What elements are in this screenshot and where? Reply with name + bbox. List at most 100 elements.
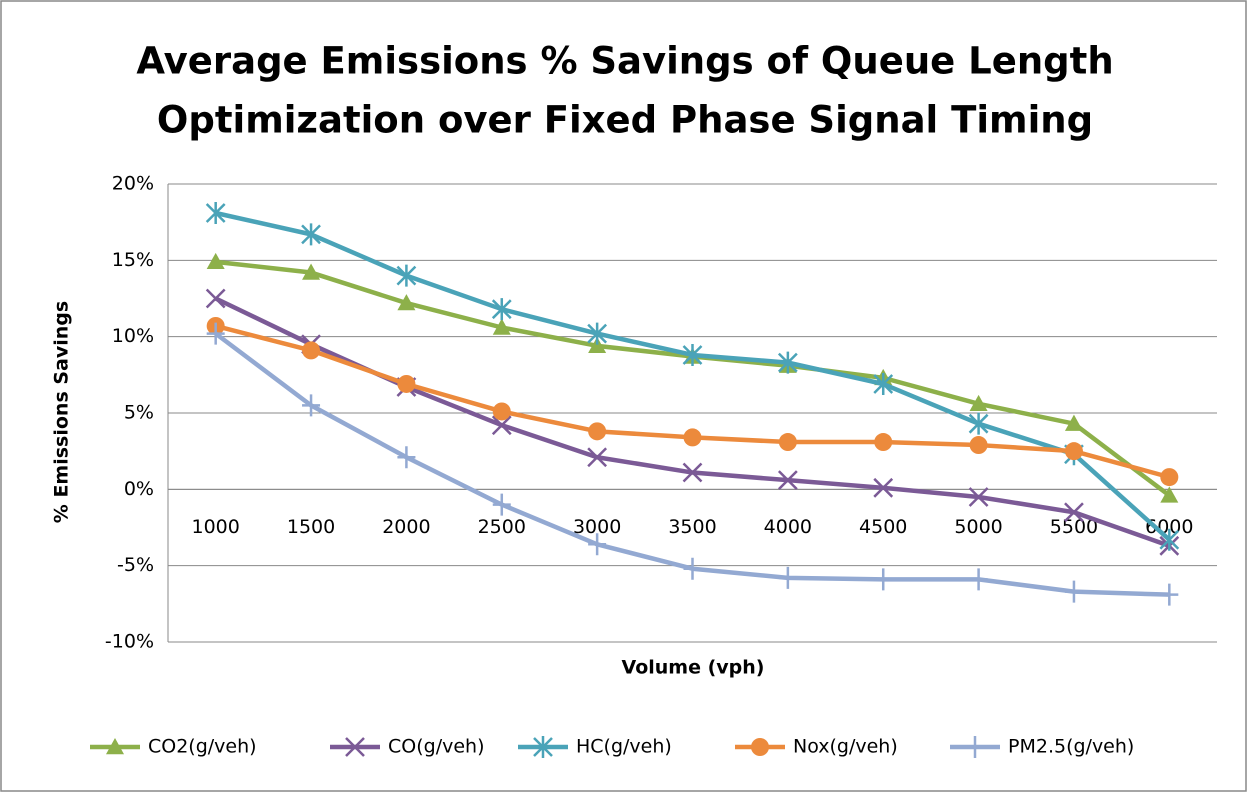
marker xyxy=(1160,583,1179,606)
marker xyxy=(206,322,225,345)
y-tick-label: -10% xyxy=(105,631,154,653)
marker-shape xyxy=(682,462,703,483)
marker xyxy=(587,322,608,345)
marker xyxy=(397,446,416,469)
marker-shape xyxy=(491,298,512,321)
marker-shape xyxy=(778,566,797,589)
marker xyxy=(491,298,512,321)
marker xyxy=(205,288,226,309)
marker-shape xyxy=(492,493,511,516)
marker xyxy=(874,433,893,452)
marker xyxy=(683,557,702,580)
marker-shape xyxy=(777,351,798,374)
marker-shape xyxy=(345,737,365,757)
marker-shape xyxy=(205,288,226,309)
marker xyxy=(1159,528,1180,551)
marker-shape xyxy=(396,264,417,287)
marker-shape xyxy=(397,446,416,469)
marker-shape xyxy=(682,343,703,366)
marker xyxy=(683,428,702,447)
marker xyxy=(492,318,511,335)
y-tick-label: 0% xyxy=(124,478,154,500)
marker xyxy=(302,394,321,417)
marker-shape xyxy=(301,223,321,246)
marker xyxy=(682,343,703,366)
marker xyxy=(206,252,225,270)
marker-shape xyxy=(1064,414,1083,431)
marker xyxy=(874,568,893,591)
x-tick-label: 1500 xyxy=(287,516,335,538)
x-tick-label: 3500 xyxy=(668,516,716,538)
marker-shape xyxy=(873,372,894,395)
marker xyxy=(1160,486,1179,503)
marker xyxy=(302,341,321,360)
marker-shape xyxy=(397,374,416,393)
marker xyxy=(397,374,416,393)
marker-shape xyxy=(588,336,607,354)
y-tick-label: 20% xyxy=(112,173,154,195)
marker-shape xyxy=(1159,528,1180,551)
marker xyxy=(751,738,769,756)
marker-shape xyxy=(966,736,984,758)
marker-shape xyxy=(969,568,988,591)
y-tick-label: 10% xyxy=(112,325,154,347)
marker-shape xyxy=(587,447,608,468)
marker-shape xyxy=(874,433,893,452)
marker-shape xyxy=(968,412,989,435)
marker-shape xyxy=(874,568,893,591)
marker xyxy=(969,394,988,412)
marker-shape xyxy=(969,436,988,455)
marker xyxy=(969,568,988,591)
marker-shape xyxy=(587,322,608,345)
marker xyxy=(778,433,797,452)
chart-title: Average Emissions % Savings of Queue Len… xyxy=(136,40,1113,83)
marker-shape xyxy=(588,422,607,441)
legend-label: CO2(g/veh) xyxy=(148,736,257,758)
marker-shape xyxy=(777,470,798,491)
marker xyxy=(491,415,512,436)
marker-shape xyxy=(533,736,553,758)
marker-shape xyxy=(397,294,416,311)
marker xyxy=(777,470,798,491)
x-tick-label: 2500 xyxy=(478,516,526,538)
marker xyxy=(777,351,798,374)
marker-shape xyxy=(302,394,321,417)
marker-shape xyxy=(206,322,225,345)
marker-shape xyxy=(302,263,321,280)
marker xyxy=(301,223,321,246)
marker xyxy=(1064,502,1084,523)
marker xyxy=(106,738,124,755)
marker xyxy=(966,736,984,758)
x-axis-title: Volume (vph) xyxy=(622,657,765,679)
marker xyxy=(1160,468,1179,487)
x-tick-label: 5500 xyxy=(1050,516,1098,538)
legend-label: HC(g/veh) xyxy=(576,736,672,758)
legend-label: PM2.5(g/veh) xyxy=(1008,736,1134,758)
x-tick-label: 6000 xyxy=(1145,516,1193,538)
marker xyxy=(969,436,988,455)
marker xyxy=(533,736,553,758)
marker-shape xyxy=(1160,468,1179,487)
marker xyxy=(345,737,365,757)
x-tick-label: 4500 xyxy=(859,516,907,538)
marker-shape xyxy=(683,557,702,580)
marker xyxy=(968,412,989,435)
y-axis-title: % Emissions Savings xyxy=(51,301,73,523)
y-tick-label: -5% xyxy=(117,554,154,576)
marker xyxy=(1064,580,1083,603)
marker xyxy=(778,566,797,589)
marker xyxy=(1064,414,1083,431)
marker-shape xyxy=(106,738,124,755)
marker xyxy=(968,487,989,507)
marker xyxy=(873,477,894,498)
marker-shape xyxy=(491,415,512,436)
marker xyxy=(492,402,511,421)
marker-shape xyxy=(492,402,511,421)
marker xyxy=(205,202,226,225)
x-tick-label: 3000 xyxy=(573,516,621,538)
marker-shape xyxy=(1064,442,1083,461)
marker xyxy=(588,336,607,354)
chart-title: Optimization over Fixed Phase Signal Tim… xyxy=(157,99,1093,142)
